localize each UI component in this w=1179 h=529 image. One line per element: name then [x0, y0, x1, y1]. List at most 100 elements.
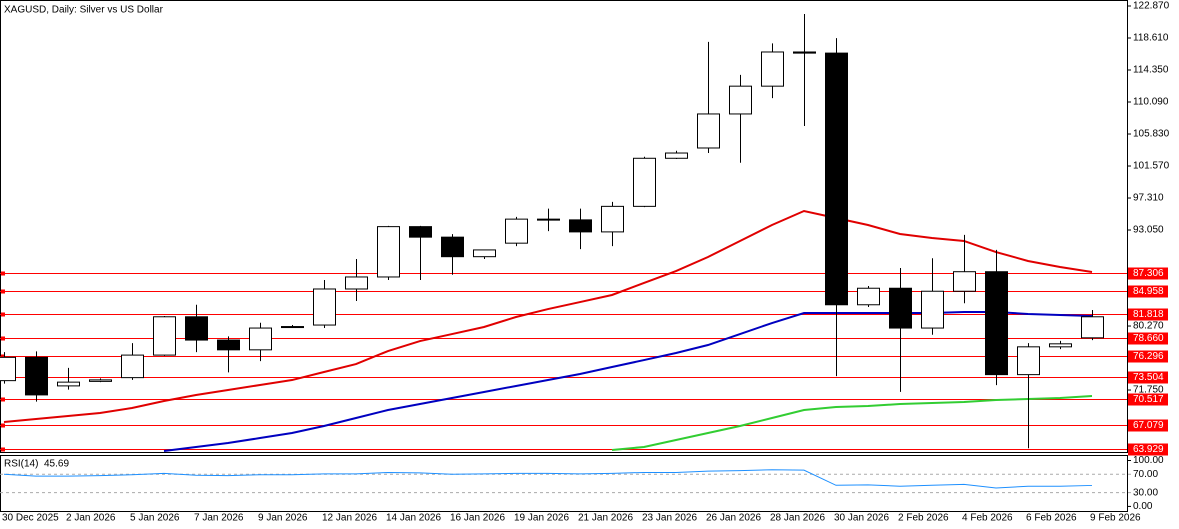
- level-marker: [1, 312, 5, 317]
- rsi-title: RSI(14): [4, 459, 38, 470]
- level-marker: [1, 447, 5, 452]
- x-tick-label: 30 Dec 2025: [2, 513, 59, 524]
- x-tick-label: 28 Jan 2026: [770, 513, 825, 524]
- y-tick-label: 105.830: [1133, 129, 1170, 140]
- x-tick-label: 2 Jan 2026: [66, 513, 116, 524]
- candle-body: [793, 51, 816, 54]
- candle-body: [441, 236, 464, 258]
- candle-body: [729, 85, 752, 115]
- y-tick-label: 80.270: [1133, 321, 1164, 332]
- candle-body: [281, 326, 304, 329]
- y-tick-label: 71.750: [1133, 385, 1164, 396]
- level-label: 87.306: [1133, 268, 1164, 279]
- candle-body: [825, 52, 848, 306]
- candle-body: [921, 290, 944, 329]
- x-tick-label: 12 Jan 2026: [322, 513, 377, 524]
- candle-body: [665, 152, 688, 159]
- candle-body: [697, 113, 720, 149]
- candle-body: [185, 316, 208, 341]
- x-tick-label: 7 Jan 2026: [194, 513, 244, 524]
- y-tick-label: 70.00: [1133, 469, 1158, 480]
- level-label: 63.929: [1133, 444, 1164, 455]
- candle-body: [537, 218, 560, 221]
- x-tick-label: 9 Jan 2026: [258, 513, 308, 524]
- candle-body: [153, 316, 176, 356]
- candle-body: [121, 354, 144, 379]
- moving-average: [163, 310, 1093, 453]
- level-label-bg: [1128, 332, 1168, 345]
- level-marker: [1, 423, 5, 428]
- x-tick-label: 30 Jan 2026: [834, 513, 889, 524]
- x-tick-label: 2 Feb 2026: [898, 513, 949, 524]
- rsi-panel-frame: [0, 455, 1128, 512]
- level-label: 78.660: [1133, 333, 1164, 344]
- candle-body: [985, 271, 1008, 376]
- x-tick-label: 5 Jan 2026: [130, 513, 180, 524]
- moving-average: [3, 209, 1093, 424]
- level-label: 76.296: [1133, 351, 1164, 362]
- y-tick-label: 101.570: [1133, 161, 1170, 172]
- candle-body: [473, 249, 496, 258]
- candle-body: [1017, 346, 1040, 376]
- moving-average: [611, 395, 1093, 451]
- candle-body: [313, 288, 336, 326]
- main-panel-frame: [0, 0, 1128, 453]
- candle-body: [345, 276, 368, 290]
- candle-body: [249, 327, 272, 351]
- chart-title: XAGUSD, Daily: Silver vs US Dollar: [4, 5, 164, 16]
- level-marker: [1, 336, 5, 341]
- level-label-bg: [1128, 419, 1168, 432]
- rsi-line: [3, 469, 1093, 489]
- candle-body: [953, 271, 976, 292]
- level-label-bg: [1128, 308, 1168, 321]
- x-tick-label: 9 Feb 2026: [1090, 513, 1141, 524]
- candle-body: [569, 219, 592, 233]
- candle-body: [217, 339, 240, 351]
- x-tick-label: 19 Jan 2026: [514, 513, 569, 524]
- y-tick-label: 93.050: [1133, 225, 1164, 236]
- y-tick-label: 100.00: [1133, 455, 1164, 466]
- y-tick-label: 97.310: [1133, 193, 1164, 204]
- y-tick-label: 30.00: [1133, 487, 1158, 498]
- x-tick-label: 23 Jan 2026: [642, 513, 697, 524]
- candle-body: [409, 226, 432, 238]
- level-label-bg: [1128, 393, 1168, 406]
- level-label: 70.517: [1133, 394, 1164, 405]
- y-tick-label: 122.870: [1133, 1, 1170, 12]
- level-label-bg: [1128, 371, 1168, 384]
- level-label-bg: [1128, 443, 1168, 456]
- level-label-bg: [1128, 285, 1168, 298]
- candle-body: [889, 287, 912, 329]
- y-tick-label: 114.350: [1133, 65, 1169, 76]
- level-label-bg: [1128, 350, 1168, 363]
- candle-body: [633, 157, 656, 207]
- candle-body: [89, 379, 112, 382]
- candle-body: [1049, 343, 1072, 348]
- level-label: 67.079: [1133, 420, 1164, 431]
- x-tick-label: 26 Jan 2026: [706, 513, 761, 524]
- level-marker: [1, 289, 5, 294]
- y-tick-label: 0.00: [1133, 501, 1153, 512]
- candle-body: [601, 205, 624, 233]
- x-tick-label: 6 Feb 2026: [1026, 513, 1077, 524]
- level-label: 84.958: [1133, 286, 1164, 297]
- candle-body: [1081, 316, 1104, 339]
- candle-body: [505, 218, 528, 244]
- level-marker: [1, 271, 5, 276]
- level-label: 81.818: [1133, 309, 1164, 320]
- rsi-value: 45.69: [44, 459, 69, 470]
- candle-body: [0, 356, 16, 382]
- level-marker: [1, 354, 5, 359]
- level-label: 73.504: [1133, 372, 1164, 383]
- y-tick-label: 118.610: [1133, 33, 1169, 44]
- candle-body: [857, 287, 880, 306]
- x-tick-label: 4 Feb 2026: [962, 513, 1013, 524]
- level-marker: [1, 397, 5, 402]
- x-tick-label: 14 Jan 2026: [386, 513, 441, 524]
- x-tick-label: 21 Jan 2026: [578, 513, 633, 524]
- x-tick-label: 16 Jan 2026: [450, 513, 505, 524]
- candle-body: [57, 381, 80, 387]
- level-label-bg: [1128, 267, 1168, 280]
- candle-body: [25, 356, 48, 396]
